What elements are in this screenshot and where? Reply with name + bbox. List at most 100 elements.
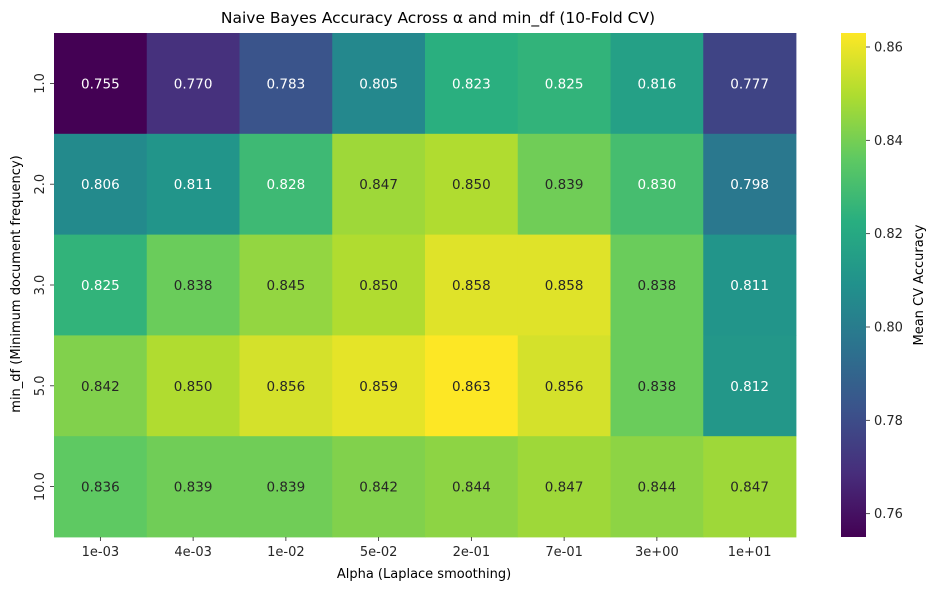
heatmap-cell <box>146 33 240 135</box>
y-tick-label: 5.0 <box>33 375 48 396</box>
colorbar-tick-label: 0.80 <box>874 321 903 336</box>
heatmap-cell <box>425 436 519 538</box>
colorbar-label: Mean CV Accuracy <box>912 224 927 345</box>
cell-value-label: 0.847 <box>359 177 398 193</box>
cell-value-label: 0.825 <box>81 278 120 294</box>
cell-value-label: 0.844 <box>452 480 491 496</box>
heatmap-cell <box>54 436 148 538</box>
cell-value-label: 0.823 <box>452 76 491 92</box>
cell-value-label: 0.755 <box>81 76 120 92</box>
heatmap-cell <box>610 335 704 437</box>
heatmap-cell <box>703 335 797 437</box>
x-tick-label: 5e-02 <box>360 545 398 560</box>
colorbar <box>841 33 866 537</box>
heatmap-cell <box>54 335 148 437</box>
x-tick-label: 1e-03 <box>82 545 120 560</box>
heatmap-cell <box>425 133 519 235</box>
x-tick-label: 1e-02 <box>267 545 305 560</box>
cell-value-label: 0.839 <box>267 480 306 496</box>
heatmap-cell <box>517 335 611 437</box>
colorbar-ticks: 0.76 0.78 0.80 0.82 0.84 0.86 <box>866 41 903 522</box>
colorbar-tick-label: 0.82 <box>874 227 903 242</box>
cell-value-label: 0.783 <box>267 76 306 92</box>
cell-value-label: 0.863 <box>452 379 491 395</box>
heatmap-cell <box>610 33 704 135</box>
x-tick-label: 3e+00 <box>635 545 679 560</box>
heatmap-cell <box>332 234 426 336</box>
heatmap-cell <box>610 436 704 538</box>
cell-value-label: 0.850 <box>174 379 213 395</box>
heatmap-cell <box>610 234 704 336</box>
y-tick-label: 1.0 <box>33 73 48 94</box>
colorbar-tick-label: 0.76 <box>874 507 903 522</box>
x-tick-label: 4e-03 <box>174 545 212 560</box>
colorbar-tick-label: 0.86 <box>874 41 903 56</box>
colorbar-tick-label: 0.78 <box>874 414 903 429</box>
x-tick-label: 7e-01 <box>545 545 583 560</box>
y-axis-label: min_df (Minimum document frequency) <box>9 155 24 412</box>
heatmap-cell <box>332 33 426 135</box>
cell-value-label: 0.838 <box>638 278 677 294</box>
cell-value-label: 0.811 <box>174 177 213 193</box>
cell-value-label: 0.825 <box>545 76 584 92</box>
cell-value-label: 0.850 <box>359 278 398 294</box>
heatmap-cell <box>54 133 148 235</box>
y-tick-label: 10.0 <box>33 472 48 501</box>
cell-value-label: 0.806 <box>81 177 120 193</box>
heatmap-cell <box>517 436 611 538</box>
cell-value-label: 0.805 <box>359 76 398 92</box>
heatmap-cell <box>54 234 148 336</box>
cell-value-label: 0.798 <box>730 177 769 193</box>
cell-value-label: 0.858 <box>545 278 584 294</box>
chart-title: Naive Bayes Accuracy Across α and min_df… <box>221 9 655 28</box>
cell-value-label: 0.816 <box>638 76 677 92</box>
cell-value-label: 0.828 <box>267 177 306 193</box>
heatmap-cell <box>610 133 704 235</box>
heatmap-cell <box>517 133 611 235</box>
heatmap-cell <box>425 335 519 437</box>
cell-value-label: 0.856 <box>545 379 584 395</box>
cell-value-label: 0.777 <box>730 76 769 92</box>
heatmap-cells <box>54 33 797 538</box>
cell-value-label: 0.839 <box>174 480 213 496</box>
cell-value-label: 0.770 <box>174 76 213 92</box>
y-tick-label: 2.0 <box>33 174 48 195</box>
cell-value-label: 0.844 <box>638 480 677 496</box>
cell-value-label: 0.850 <box>452 177 491 193</box>
heatmap-cell <box>239 436 333 538</box>
y-axis-ticks: 1.0 2.0 3.0 5.0 10.0 <box>33 73 54 501</box>
cell-value-label: 0.839 <box>545 177 584 193</box>
heatmap-cell <box>239 335 333 437</box>
x-tick-label: 2e-01 <box>453 545 491 560</box>
cell-value-label: 0.845 <box>267 278 306 294</box>
heatmap-cell <box>703 133 797 235</box>
heatmap-cell <box>239 133 333 235</box>
heatmap-cell <box>703 33 797 135</box>
heatmap-cell <box>517 33 611 135</box>
heatmap-cell <box>332 335 426 437</box>
heatmap-cell <box>517 234 611 336</box>
heatmap-cell <box>146 234 240 336</box>
cell-value-label: 0.859 <box>359 379 398 395</box>
cell-value-label: 0.847 <box>545 480 584 496</box>
x-axis-label: Alpha (Laplace smoothing) <box>337 567 511 582</box>
x-axis-ticks: 1e-03 4e-03 1e-02 5e-02 2e-01 7e-01 3e+00 1e+01 <box>82 537 772 560</box>
cell-value-label: 0.838 <box>174 278 213 294</box>
heatmap-cell <box>425 33 519 135</box>
colorbar-tick-label: 0.84 <box>874 134 903 149</box>
cell-value-label: 0.838 <box>638 379 677 395</box>
cell-value-label: 0.858 <box>452 278 491 294</box>
heatmap-cell <box>146 436 240 538</box>
cell-value-label: 0.847 <box>730 480 769 496</box>
heatmap-cell <box>703 234 797 336</box>
cell-value-label: 0.836 <box>81 480 120 496</box>
cell-value-label: 0.842 <box>81 379 120 395</box>
y-tick-label: 3.0 <box>33 275 48 296</box>
heatmap-cell <box>332 133 426 235</box>
cell-value-label: 0.812 <box>730 379 769 395</box>
cell-value-label: 0.830 <box>638 177 677 193</box>
x-tick-label: 1e+01 <box>728 545 772 560</box>
heatmap-cell <box>425 234 519 336</box>
heatmap-cell <box>146 133 240 235</box>
